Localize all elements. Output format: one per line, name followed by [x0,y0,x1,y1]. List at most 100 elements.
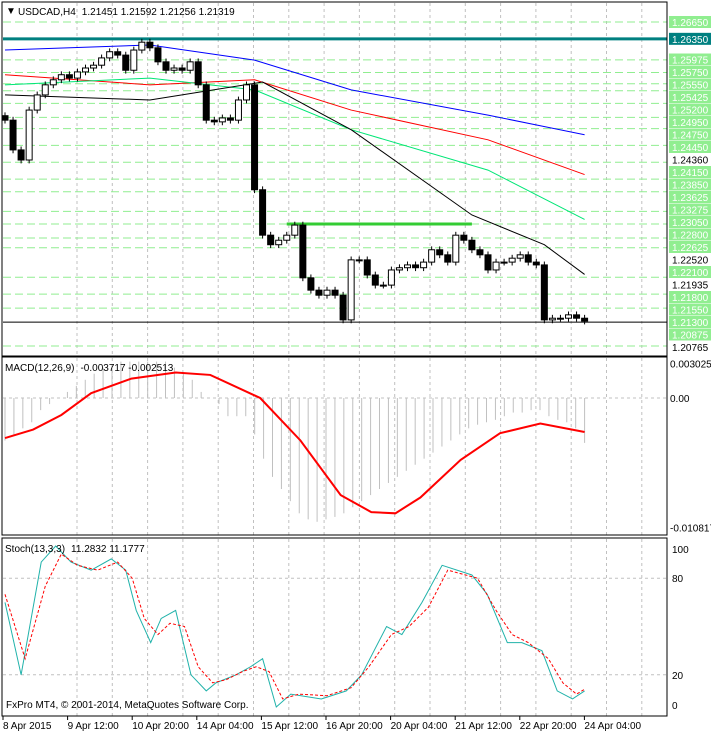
candle-body [65,74,73,79]
candle-body [573,314,581,319]
candle-body [532,261,540,266]
candle-body [49,79,57,86]
price-label: 1.21800 [672,293,709,304]
candle-body [436,249,444,256]
candle-body [565,314,572,319]
candle-body [387,269,395,286]
candle-body [524,254,532,263]
time-label: 15 Apr 12:00 [261,721,318,732]
candle-body [210,119,218,123]
price-label-bg [669,178,711,191]
price-label: 1.23625 [672,193,709,204]
candle-body [420,261,428,269]
candle-body [323,289,331,296]
price-label-bg [669,241,711,253]
candle-body [500,261,508,264]
price-label: 1.24950 [672,118,709,129]
copyright-text: FxPro MT4, © 2001-2014, MetaQuotes Softw… [6,700,248,711]
price-label-bg [669,328,711,341]
candle-body [484,254,492,271]
stoch-tick: 0 [672,701,678,712]
price-label: 1.23850 [672,181,709,192]
time-label: 14 Apr 04:00 [197,721,254,732]
candle-body [307,277,315,291]
time-label: 16 Apr 20:00 [326,721,383,732]
time-label: 8 Apr 2015 [3,721,52,732]
candle-body [315,289,323,296]
dropdown-arrow-icon[interactable]: ▼ [6,6,16,17]
candle-body [476,249,484,256]
candle-body [73,71,81,79]
candle-body [299,224,307,279]
symbol-title: USDCAD,H4 [18,7,76,18]
price-label-bg [669,166,711,178]
price-tick: 1.24360 [672,156,709,167]
price-label-bg [669,191,711,203]
price-label-bg [669,266,711,278]
stoch-title: Stoch(13,3,3) [5,544,65,555]
macd-panel[interactable] [4,361,586,522]
panel-border [1,537,668,717]
price-panel[interactable] [1,37,667,325]
price-label: 1.25750 [672,68,709,79]
candle-body [33,94,41,111]
price-label-bg [669,291,711,303]
panel-border [1,1,668,357]
candle-body [186,61,194,71]
price-label: 1.25550 [672,81,709,92]
candle-body [90,64,98,69]
candle-body [202,84,210,121]
price-label-bg [669,16,711,28]
price-label-bg [669,103,711,116]
candle-body [130,49,138,71]
candle-body [428,249,436,263]
price-label-bg [669,228,711,241]
time-label: 10 Apr 20:00 [132,721,189,732]
candle-body [404,264,411,269]
price-label-bg [669,66,711,78]
candle-body [9,119,17,151]
moving-average-green [4,77,585,220]
candle-body [339,294,347,321]
price-label: 1.23050 [672,218,709,229]
macd-tick: -0.010817 [670,523,711,534]
price-label-bg [669,128,711,141]
candle-body [275,239,283,246]
moving-average-black [4,81,585,275]
candle-body [267,234,275,246]
price-label: 1.24450 [672,143,709,154]
stoch-panel[interactable] [4,545,585,708]
stoch-values: 11.2832 11.1777 [71,544,145,555]
candle-body [194,61,202,86]
price-label-bg [669,303,711,316]
time-label: 22 Apr 20:00 [520,721,577,732]
candle-body [178,67,186,71]
candle-body [540,264,548,321]
price-label-bg [669,141,711,153]
macd-values: -0.003717 -0.002513 [80,363,173,374]
stoch-tick: 80 [672,574,684,585]
time-label: 24 Apr 04:00 [584,721,641,732]
candle-body [251,84,259,191]
candle-body [452,234,460,263]
candle-body [460,234,468,241]
price-label: 1.21550 [672,306,709,317]
candle-body [170,67,178,71]
price-label-bg [669,91,711,103]
price-label-bg [669,78,711,91]
grid [3,3,667,716]
panel-border [1,356,668,536]
candle-body [138,41,146,51]
candle-body [57,74,65,81]
candle-body [291,224,299,236]
candle-body [363,259,371,276]
candle-body [412,264,420,269]
candle-body [581,317,589,322]
candle-body [106,51,114,59]
candle-body [468,239,476,251]
price-label-bg [669,53,711,66]
candle-body [556,317,564,320]
